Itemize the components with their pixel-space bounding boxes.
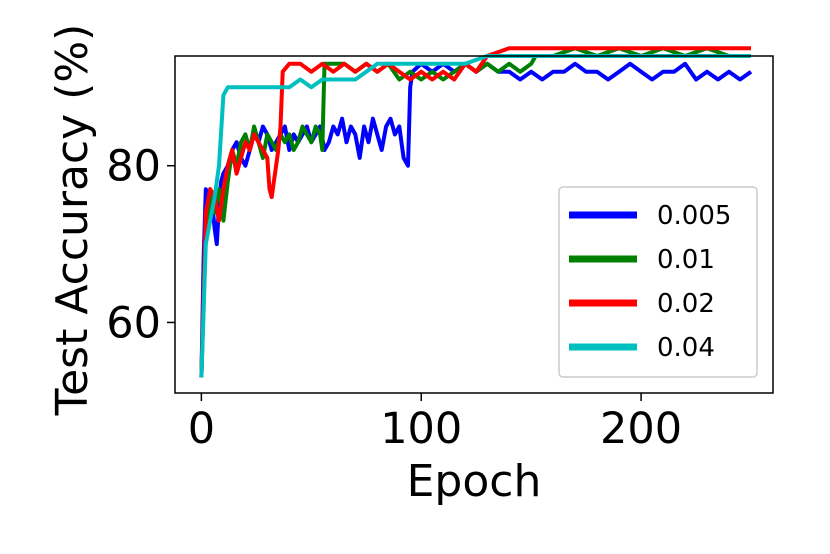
y-axis-label: Test Accuracy (%) <box>47 24 98 417</box>
legend-label-3: 0.04 <box>657 333 715 363</box>
series-line-2 <box>199 46 751 378</box>
x-tick-label: 200 <box>600 404 682 454</box>
x-axis-label: Epoch <box>407 456 542 507</box>
y-tick-label: 60 <box>106 298 161 348</box>
y-tick-label: 80 <box>106 142 161 192</box>
legend-box <box>558 186 758 378</box>
x-tick-label: 100 <box>380 404 462 454</box>
plot-frame <box>174 55 774 394</box>
legend-label-0: 0.005 <box>657 201 731 231</box>
legend: 0.005 0.01 0.02 0.04 <box>558 186 758 378</box>
legend-label-1: 0.01 <box>657 245 715 275</box>
axis-ticks: 0 100 200 60 80 <box>106 142 682 454</box>
legend-label-2: 0.02 <box>657 289 715 319</box>
x-tick-label: 0 <box>188 404 215 454</box>
